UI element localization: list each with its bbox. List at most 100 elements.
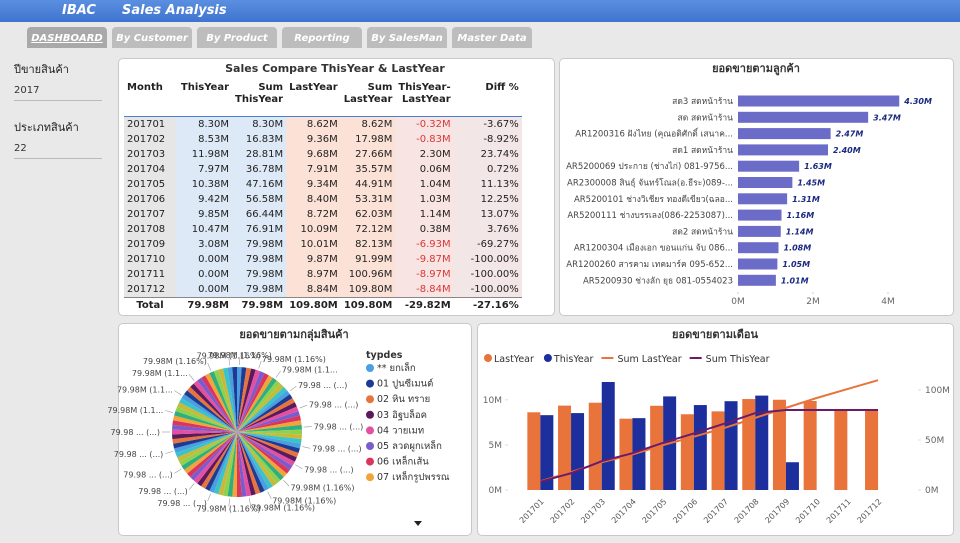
value-cell: 0.06M [395,162,454,177]
dropdown[interactable]: 22 [14,140,102,159]
value-cell: 3.76% [467,222,522,237]
value-cell: -100.00% [467,282,522,298]
value-cell: 7.91M [286,162,341,177]
column-header: Diff % [453,82,522,117]
value-cell: 56.58M [232,192,287,207]
dropdown[interactable]: 2017 [14,82,102,101]
value-cell: 8.62M [286,116,341,132]
table-row: 201708 10.47M 76.91M 10.09M 72.12M 0.38M 3.76% [124,222,522,237]
trend-cell [453,267,468,282]
value-cell: -100.00% [467,267,522,282]
value-cell: 8.62M [340,116,396,132]
tab-bar: DASHBOARD By Customer By Product Reporting B… [27,27,532,48]
value-cell: -8.92% [467,132,522,147]
month-cell: 201708 [124,222,176,237]
value-cell: 79.98M [232,252,287,267]
month-cell: 201705 [124,177,176,192]
value-cell: 1.14M [395,207,454,222]
value-cell: 11.13% [467,177,522,192]
table-row: 201710 0.00M 79.98M 9.87M 91.99M -9.87M -100.0… [124,252,522,267]
value-cell: 0.00M [176,282,232,298]
value-cell: -3.67% [467,116,522,132]
month-cell: 201704 [124,162,176,177]
trend-cell [453,297,468,313]
value-cell: 8.84M [286,282,341,298]
value-cell: 13.07% [467,207,522,222]
trend-cell [453,132,468,147]
column-header: LastYear [286,82,341,117]
dropdown-value: 2017 [14,85,40,96]
table-row: 201702 8.53M 16.83M 9.36M 17.98M -0.83M -8.92% [124,132,522,147]
value-cell: -6.93M [395,237,454,252]
trend-cell [453,116,468,132]
tab[interactable]: DASHBOARD [27,27,107,48]
value-cell: 8.30M [176,116,232,132]
value-cell: 10.09M [286,222,341,237]
table-row: 201701 8.30M 8.30M 8.62M 8.62M -0.32M -3.67% [124,116,522,132]
column-header: ThisYear [176,82,232,117]
month-cell: 201711 [124,267,176,282]
column-header: Month [124,82,176,117]
tab[interactable]: By SalesMan [367,27,447,48]
table-row: 201707 9.85M 66.44M 8.72M 62.03M 1.14M 13.07% [124,207,522,222]
month-cell: 201701 [124,116,176,132]
trend-cell [453,192,468,207]
value-cell: 91.99M [340,252,396,267]
value-cell: 3.08M [176,237,232,252]
value-cell: -0.83M [395,132,454,147]
filter-label: ประเภทสินค้า [14,121,79,134]
app-title: Sales Analysis [122,3,227,18]
value-cell: 9.42M [176,192,232,207]
column-header: Sum ThisYear [232,82,287,117]
table-row: 201711 0.00M 79.98M 8.97M 100.96M -8.97M -100.… [124,267,522,282]
value-cell: -100.00% [467,252,522,267]
trend-cell [453,222,468,237]
value-cell: 9.68M [286,147,341,162]
month-cell: 201712 [124,282,176,298]
value-cell: -8.84M [395,282,454,298]
month-cell: 201702 [124,132,176,147]
value-cell: 0.00M [176,252,232,267]
value-cell: 82.13M [340,237,396,252]
table-row: 201709 3.08M 79.98M 10.01M 82.13M -6.93M -69.2… [124,237,522,252]
value-cell: 109.80M [340,282,396,298]
value-cell: 23.74% [467,147,522,162]
month-cell: 201706 [124,192,176,207]
value-cell: 76.91M [232,222,287,237]
month-panel [477,323,954,536]
value-cell: 109.80M [286,297,341,313]
value-cell: 44.91M [340,177,396,192]
value-cell: 79.98M [232,267,287,282]
value-cell: 35.57M [340,162,396,177]
tab[interactable]: By Customer [112,27,192,48]
total-row: Total 79.98M 79.98M 109.80M 109.80M -29.82M -2… [124,297,522,313]
header: IBAC Sales Analysis [0,0,960,22]
value-cell: 9.87M [286,252,341,267]
value-cell: 79.98M [232,282,287,298]
value-cell: 109.80M [340,297,396,313]
value-cell: 79.98M [232,297,287,313]
month-cell: 201707 [124,207,176,222]
value-cell: 16.83M [232,132,287,147]
tab[interactable]: Reporting [282,27,362,48]
tab[interactable]: By Product [197,27,277,48]
value-cell: 0.38M [395,222,454,237]
value-cell: 27.66M [340,147,396,162]
value-cell: 66.44M [232,207,287,222]
tab[interactable]: Master Data [452,27,532,48]
value-cell: 53.31M [340,192,396,207]
value-cell: 7.97M [176,162,232,177]
value-cell: -29.82M [395,297,454,313]
value-cell: 28.81M [232,147,287,162]
value-cell: 36.78M [232,162,287,177]
value-cell: 0.72% [467,162,522,177]
trend-cell [453,162,468,177]
table-row: 201704 7.97M 36.78M 7.91M 35.57M 0.06M 0.72% [124,162,522,177]
logo: IBAC [62,3,96,18]
compare-table: Month ThisYear Sum ThisYear LastYear Sum Las… [124,82,522,313]
trend-cell [453,282,468,298]
value-cell: 72.12M [340,222,396,237]
value-cell: 9.85M [176,207,232,222]
month-cell: 201703 [124,147,176,162]
